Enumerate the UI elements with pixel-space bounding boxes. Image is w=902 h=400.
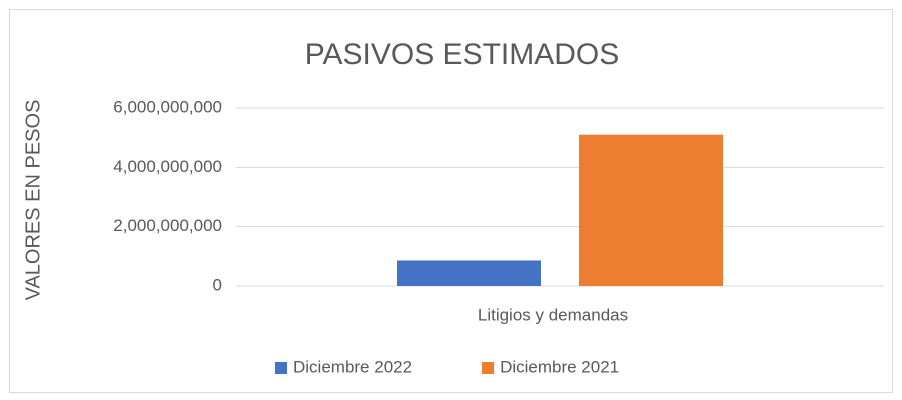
y-axis-label: VALORES EN PESOS	[22, 100, 44, 301]
legend-label: Diciembre 2022	[293, 357, 412, 376]
y-tick-label: 0	[213, 275, 222, 294]
chart-border	[9, 9, 893, 393]
y-tick-label: 2,000,000,000	[113, 216, 222, 235]
bar	[579, 134, 723, 286]
legend-swatch	[275, 362, 287, 374]
chart-title: PASIVOS ESTIMADOS	[305, 38, 620, 71]
y-tick-label: 6,000,000,000	[113, 97, 222, 116]
y-tick-label: 4,000,000,000	[113, 157, 222, 176]
x-tick-label: Litigios y demandas	[478, 305, 628, 324]
legend-swatch	[482, 362, 495, 374]
legend-label: Diciembre 2021	[500, 357, 619, 376]
bar	[397, 260, 541, 286]
